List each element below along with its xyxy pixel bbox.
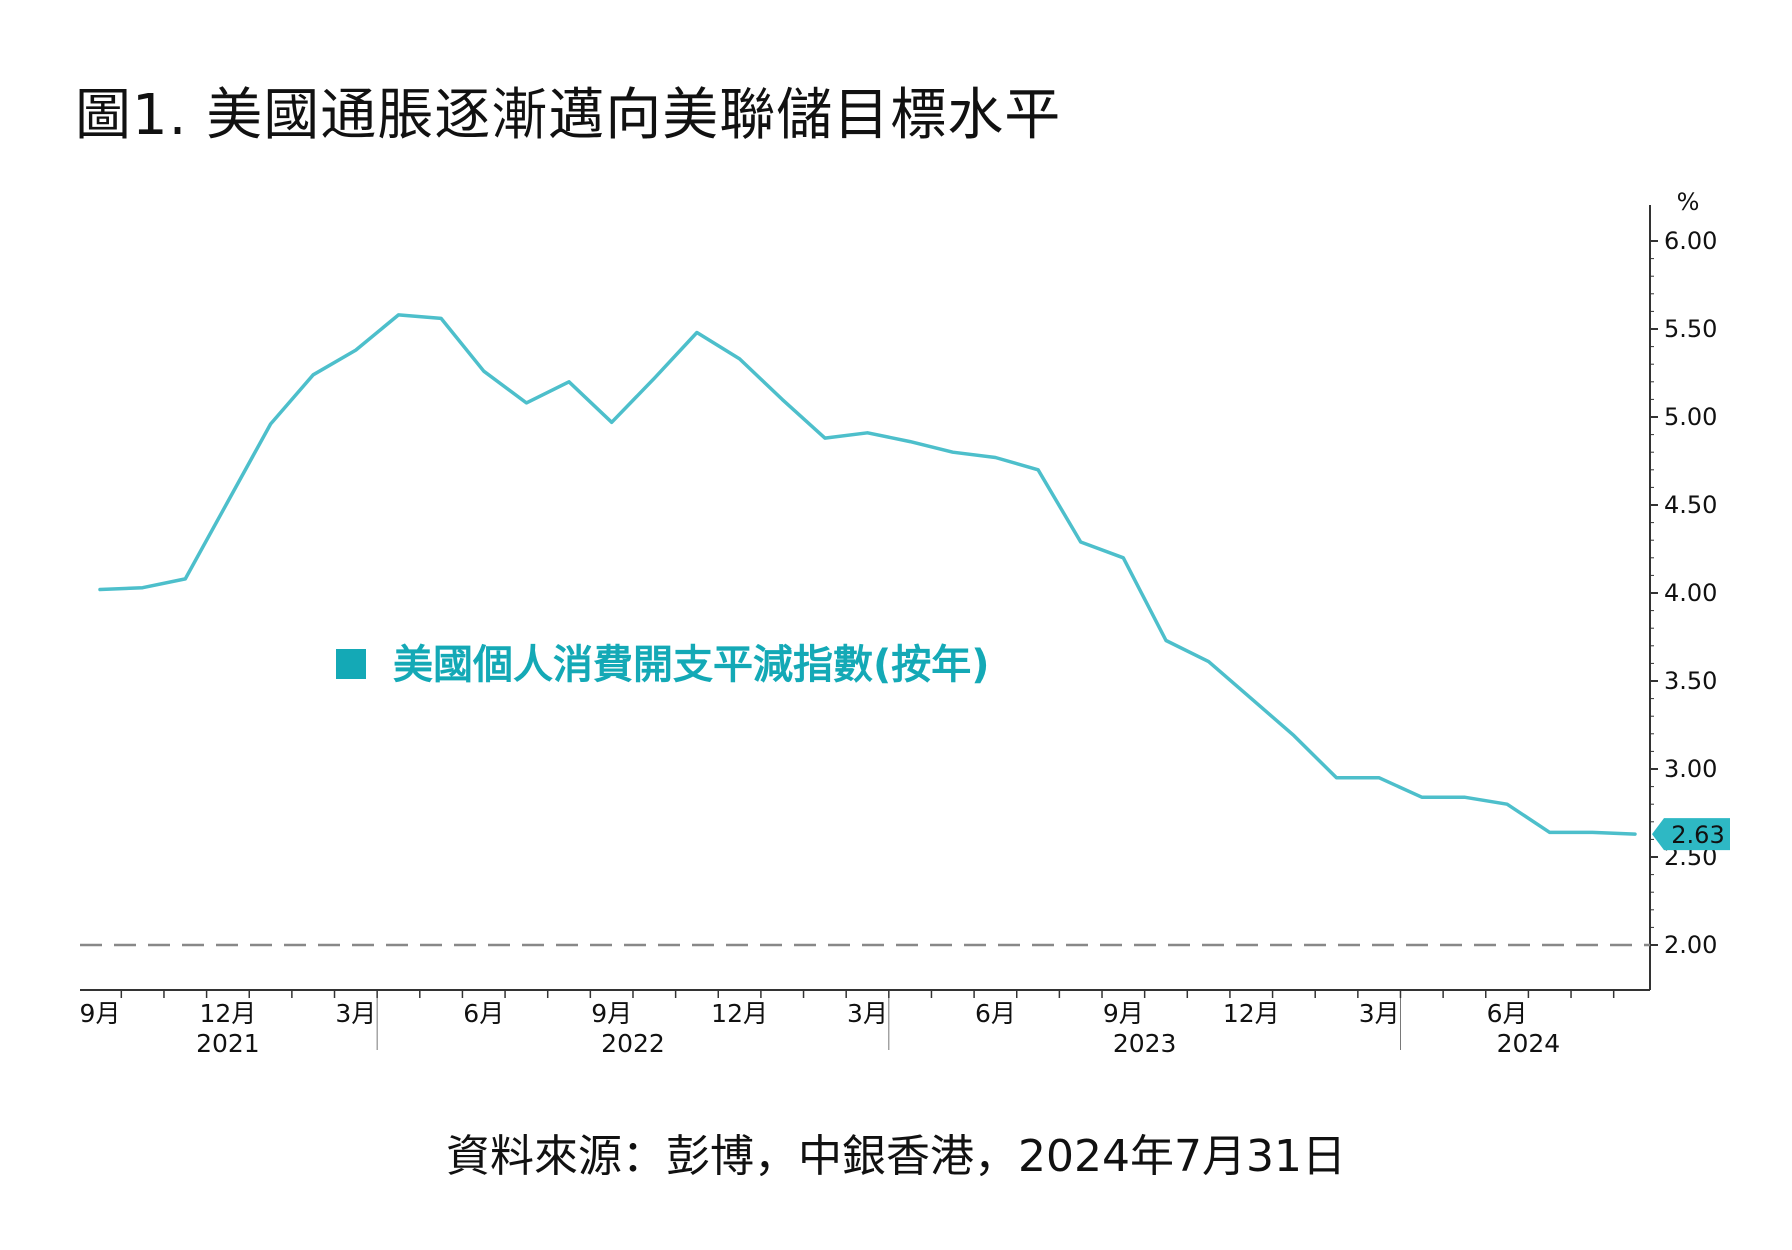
data-point bbox=[1207, 660, 1210, 663]
x-tick-label: 3月 bbox=[335, 999, 376, 1028]
data-point bbox=[1634, 833, 1637, 836]
data-point bbox=[1378, 776, 1381, 779]
data-point bbox=[994, 456, 997, 459]
data-point bbox=[184, 577, 187, 580]
data-point bbox=[354, 349, 357, 352]
data-point bbox=[525, 401, 528, 404]
y-tick-label: 5.50 bbox=[1664, 315, 1717, 343]
data-point bbox=[1506, 803, 1509, 806]
data-point bbox=[269, 423, 272, 426]
pce-series-line bbox=[98, 313, 1637, 836]
data-point bbox=[738, 357, 741, 360]
x-tick-label: 3月 bbox=[1359, 999, 1400, 1028]
x-year-label: 2021 bbox=[196, 1029, 260, 1058]
chart-title: 圖1. 美國通脹逐漸邁向美聯儲目標水平 bbox=[75, 83, 1062, 148]
data-point bbox=[909, 440, 912, 443]
x-year-label: 2022 bbox=[601, 1029, 665, 1058]
data-point bbox=[1591, 831, 1594, 834]
legend-label: 美國個人消費開支平減指數(按年) bbox=[393, 642, 990, 688]
y-tick-label: 4.50 bbox=[1664, 491, 1717, 519]
last-value-badge: 2.63 bbox=[1652, 818, 1730, 851]
legend: 美國個人消費開支平減指數(按年) bbox=[336, 642, 990, 688]
data-point bbox=[1463, 796, 1466, 799]
data-point bbox=[866, 431, 869, 434]
y-tick-label: 3.50 bbox=[1664, 667, 1717, 695]
x-tick-label: 6月 bbox=[463, 999, 504, 1028]
data-point bbox=[695, 331, 698, 334]
data-point bbox=[312, 373, 315, 376]
y-tick-label: 5.00 bbox=[1664, 403, 1717, 431]
data-point bbox=[1037, 468, 1040, 471]
data-point bbox=[653, 377, 656, 380]
source-note: 資料來源：彭博，中銀香港，2024年7月31日 bbox=[446, 1131, 1346, 1182]
y-axis-unit-label: % bbox=[1677, 188, 1700, 216]
y-tick-label: 2.00 bbox=[1664, 931, 1717, 959]
x-tick-label: 9月 bbox=[1103, 999, 1144, 1028]
data-point bbox=[610, 421, 613, 424]
x-tick-label: 12月 bbox=[711, 999, 768, 1028]
last-value-label: 2.63 bbox=[1671, 821, 1724, 849]
data-point bbox=[823, 437, 826, 440]
data-point bbox=[1548, 831, 1551, 834]
data-point bbox=[1420, 796, 1423, 799]
last-value-badge-shape bbox=[1652, 818, 1730, 851]
data-point bbox=[1164, 639, 1167, 642]
x-tick-label: 3月 bbox=[847, 999, 888, 1028]
data-point bbox=[226, 500, 229, 503]
data-point bbox=[1335, 776, 1338, 779]
series-group bbox=[98, 313, 1637, 836]
data-point bbox=[1292, 734, 1295, 737]
data-point bbox=[1122, 556, 1125, 559]
y-tick-label: 3.00 bbox=[1664, 755, 1717, 783]
x-tick-label: 9月 bbox=[591, 999, 632, 1028]
x-tick-label: 6月 bbox=[1487, 999, 1528, 1028]
data-point bbox=[99, 588, 102, 591]
x-year-label: 2024 bbox=[1497, 1029, 1561, 1058]
legend-swatch bbox=[336, 649, 366, 679]
y-tick-label: 6.00 bbox=[1664, 227, 1717, 255]
data-point bbox=[141, 586, 144, 589]
data-point bbox=[568, 380, 571, 383]
data-point bbox=[440, 317, 443, 320]
data-point bbox=[482, 370, 485, 373]
data-point bbox=[397, 313, 400, 316]
data-point bbox=[1250, 697, 1253, 700]
data-point bbox=[1079, 540, 1082, 543]
x-tick-label: 12月 bbox=[1223, 999, 1280, 1028]
x-tick-label: 12月 bbox=[200, 999, 257, 1028]
x-year-label: 2023 bbox=[1113, 1029, 1177, 1058]
data-point bbox=[951, 451, 954, 454]
x-tick-label: 9月 bbox=[80, 999, 121, 1028]
y-tick-label: 4.00 bbox=[1664, 579, 1717, 607]
x-tick-label: 6月 bbox=[975, 999, 1016, 1028]
data-point bbox=[781, 398, 784, 401]
